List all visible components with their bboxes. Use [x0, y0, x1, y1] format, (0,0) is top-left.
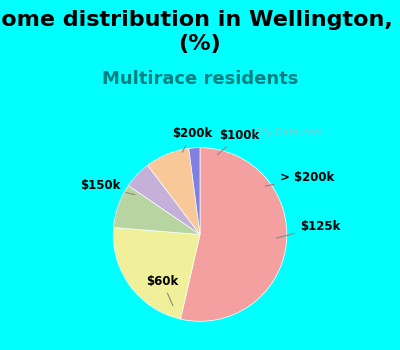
Text: $100k: $100k [218, 129, 259, 155]
Text: $125k: $125k [276, 220, 340, 238]
Text: $60k: $60k [146, 275, 178, 306]
Text: City-Data.com: City-Data.com [253, 128, 323, 138]
Wedge shape [189, 148, 200, 234]
Wedge shape [113, 228, 200, 319]
Wedge shape [148, 148, 200, 235]
Text: $200k: $200k [172, 127, 212, 152]
Text: Multirace residents: Multirace residents [102, 70, 298, 88]
Wedge shape [128, 165, 200, 234]
Text: > $200k: > $200k [265, 171, 334, 186]
Wedge shape [180, 148, 287, 321]
Text: Income distribution in Wellington, CO
(%): Income distribution in Wellington, CO (%… [0, 10, 400, 54]
Wedge shape [114, 186, 200, 234]
Text: $150k: $150k [80, 179, 135, 195]
